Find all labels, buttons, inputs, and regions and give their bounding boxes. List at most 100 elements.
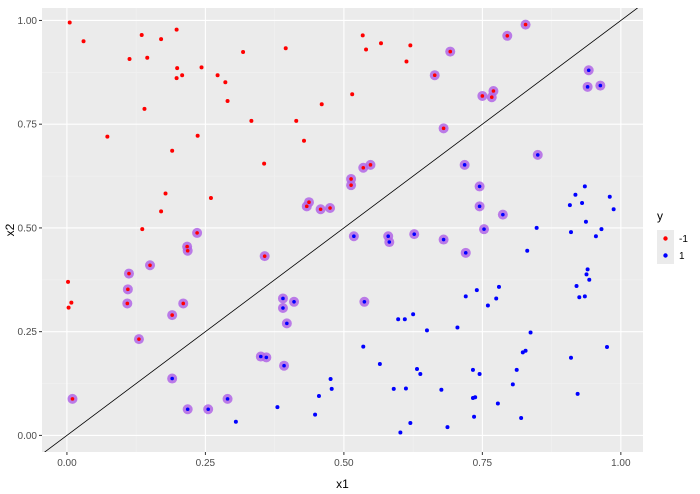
highlight-point-center: [126, 287, 130, 292]
highlight-point-center: [137, 337, 141, 341]
data-point-class-pos: [485, 303, 490, 308]
data-point-class-pos: [496, 284, 501, 289]
highlight-point-center: [307, 200, 311, 204]
data-point-class-pos: [396, 317, 401, 322]
highlight-point-center: [292, 299, 296, 304]
highlight-point-center: [304, 204, 309, 209]
highlight-point-center: [70, 397, 75, 401]
plot-panel: [42, 8, 643, 452]
highlight-point-center: [285, 321, 289, 326]
highlight-point-center: [585, 85, 590, 89]
data-point-class-pos: [391, 386, 396, 391]
highlight-point-center: [586, 68, 591, 73]
highlight-point-center: [282, 363, 286, 368]
data-point-class-pos: [525, 248, 530, 253]
data-point-class-neg: [175, 66, 180, 71]
highlight-point-center: [127, 271, 131, 276]
legend-label: 1: [679, 251, 685, 262]
data-point-class-pos: [275, 405, 280, 410]
x-tick-label: 1.00: [611, 458, 631, 469]
x-axis-ticks: 0.00 0.25 0.50 0.75 1.00: [57, 452, 631, 469]
y-tick-label: 0.00: [18, 431, 38, 442]
data-point-class-pos: [582, 294, 587, 299]
data-point-class-pos: [611, 207, 616, 212]
data-point-class-neg: [404, 59, 409, 64]
data-point-class-pos: [584, 272, 589, 277]
data-point-class-pos: [445, 425, 450, 430]
data-point-class-pos: [514, 367, 519, 372]
data-point-class-neg: [249, 118, 254, 123]
x-tick-label: 0.00: [57, 458, 77, 469]
data-point-class-neg: [302, 138, 307, 143]
data-point-class-neg: [145, 55, 150, 60]
highlight-point-center: [482, 227, 486, 231]
highlight-point-center: [441, 126, 446, 131]
grid-lines: [42, 8, 643, 452]
y-tick-label: 1.00: [18, 16, 38, 27]
data-point-class-neg: [364, 47, 369, 52]
highlight-point-center: [125, 301, 130, 306]
highlight-point-center: [523, 22, 528, 27]
data-point-class-pos: [361, 344, 366, 349]
data-point-class-neg: [378, 41, 383, 46]
data-point-class-neg: [360, 33, 365, 38]
highlight-point-center: [432, 73, 437, 78]
data-point-class-neg: [69, 300, 74, 305]
data-point-class-pos: [474, 288, 479, 293]
data-point-class-neg: [127, 57, 132, 62]
data-point-class-pos: [403, 386, 408, 391]
data-point-class-neg: [225, 98, 230, 103]
highlight-point-center: [535, 153, 540, 157]
highlight-point-center: [181, 301, 186, 306]
highlight-point-center: [491, 89, 496, 93]
data-point-class-pos: [470, 367, 475, 372]
data-point-class-pos: [402, 317, 407, 322]
data-point-class-neg: [199, 65, 204, 70]
data-point-class-neg: [142, 106, 147, 111]
data-point-class-pos: [604, 345, 609, 350]
data-point-class-neg: [105, 134, 110, 139]
reference-line-layer: [44, 8, 639, 452]
legend-key-marker: [663, 253, 668, 258]
data-point-class-pos: [424, 328, 429, 333]
y-tick-label: 0.50: [18, 223, 38, 234]
data-point-class-pos: [477, 371, 482, 376]
highlight-point-center: [480, 94, 485, 98]
data-point-class-neg: [350, 92, 355, 97]
data-point-class-pos: [593, 234, 598, 239]
highlight-point-center: [441, 237, 446, 242]
highlight-point-center: [448, 49, 453, 54]
data-point-class-pos: [577, 295, 582, 300]
highlight-point-center: [477, 184, 482, 189]
legend-label: -1: [679, 234, 688, 245]
data-point-class-pos: [568, 230, 573, 235]
y-tick-label: 0.75: [18, 120, 38, 131]
highlight-point-center: [262, 254, 267, 258]
data-point-class-pos: [439, 387, 444, 392]
data-point-class-pos: [574, 284, 579, 289]
data-points-layer: [66, 20, 616, 435]
data-point-class-pos: [495, 401, 500, 406]
data-point-class-neg: [140, 227, 145, 232]
data-point-class-neg: [81, 39, 86, 44]
data-point-class-pos: [587, 277, 592, 282]
data-point-class-neg: [215, 73, 220, 78]
data-point-class-pos: [377, 362, 382, 367]
data-point-class-neg: [67, 20, 72, 25]
highlight-point-center: [462, 163, 467, 167]
highlight-point-center: [598, 83, 603, 88]
data-point-class-pos: [519, 415, 524, 420]
x-axis-title: x1: [336, 477, 349, 491]
highlight-point-center: [328, 206, 332, 210]
legend-entries: -1 1: [657, 230, 688, 264]
legend: y -1 1: [657, 209, 688, 264]
highlight-point-center: [463, 251, 468, 255]
data-point-class-pos: [398, 430, 403, 435]
data-point-class-neg: [294, 118, 299, 123]
highlight-point-center: [505, 34, 510, 38]
data-point-class-pos: [418, 371, 423, 376]
data-point-class-neg: [66, 305, 71, 310]
data-point-class-neg: [174, 76, 179, 81]
data-point-class-neg: [174, 27, 179, 32]
